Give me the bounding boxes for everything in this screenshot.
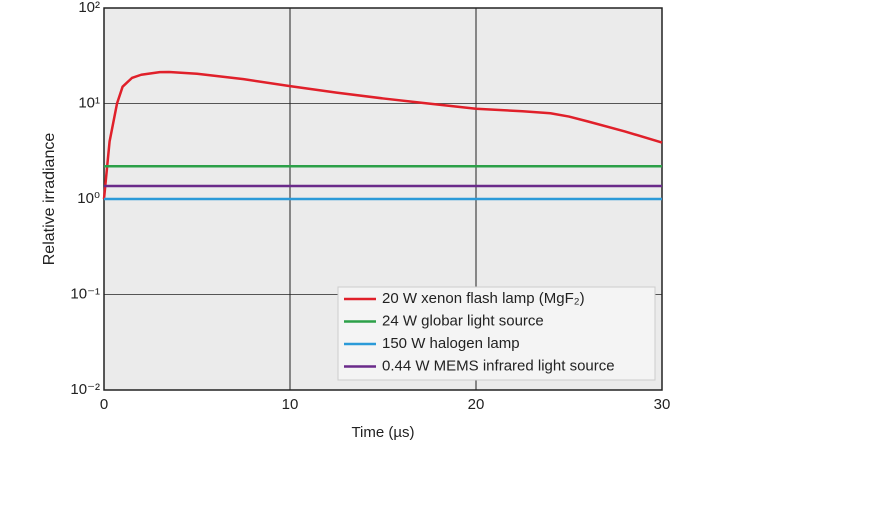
y-tick-label: 10² xyxy=(78,0,100,16)
x-tick-label: 30 xyxy=(654,396,671,413)
x-axis-label: Time (µs) xyxy=(351,424,414,441)
y-axis-label: Relative irradiance xyxy=(41,133,58,266)
y-tick-label: 10⁻¹ xyxy=(70,285,100,302)
y-tick-label: 10⁰ xyxy=(77,190,100,207)
x-tick-label: 0 xyxy=(100,396,108,413)
y-tick-label: 10¹ xyxy=(78,94,100,111)
y-tick-label: 10⁻² xyxy=(70,381,100,398)
series-line xyxy=(102,70,663,200)
x-tick-label: 20 xyxy=(468,396,485,413)
legend-label: 20 W xenon flash lamp (MgF₂) xyxy=(382,290,585,307)
legend-label: 150 W halogen lamp xyxy=(382,335,520,352)
x-tick-label: 10 xyxy=(282,396,299,413)
legend: 20 W xenon flash lamp (MgF₂) 24 W globar … xyxy=(337,286,656,381)
legend-box xyxy=(337,286,656,381)
legend-label: 24 W globar light source xyxy=(382,312,544,329)
legend-label: 0.44 W MEMS infrared light source xyxy=(382,357,615,374)
